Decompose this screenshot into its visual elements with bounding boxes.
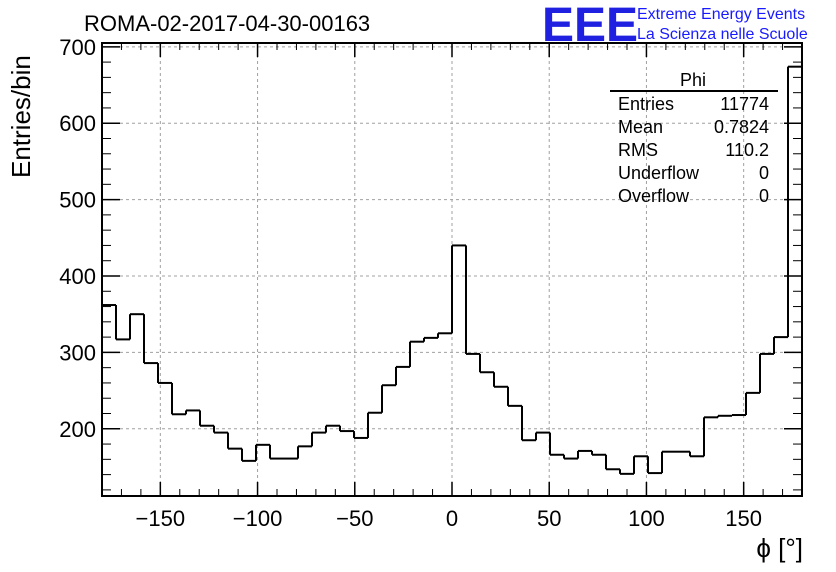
y-tick-label: 500 — [59, 188, 96, 213]
x-tick-label: −100 — [233, 506, 283, 531]
y-axis-label: Entries/bin — [6, 55, 36, 178]
stats-row-value: 0 — [759, 186, 769, 206]
x-tick-label: 150 — [725, 506, 762, 531]
stats-row-label: Underflow — [618, 163, 700, 183]
stats-row-value: 0 — [759, 163, 769, 183]
stats-row-label: Overflow — [618, 186, 690, 206]
stats-row-label: Entries — [618, 94, 674, 114]
x-tick-label: 100 — [628, 506, 665, 531]
x-tick-labels: −150 −100 −50 0 50 100 150 — [136, 506, 762, 531]
eee-logo: EEE Extreme Energy Events La Scienza nel… — [542, 0, 808, 52]
axis-ticks — [102, 43, 802, 496]
stats-box-title: Phi — [680, 70, 706, 90]
y-tick-label: 200 — [59, 417, 96, 442]
eee-logo-line1: Extreme Energy Events — [637, 6, 805, 23]
eee-logo-letters: EEE — [542, 0, 638, 52]
y-tick-label: 400 — [59, 264, 96, 289]
stats-row-value: 11774 — [720, 94, 769, 114]
plot-frame — [101, 42, 803, 497]
chart-title: ROMA-02-2017-04-30-00163 — [84, 11, 370, 36]
y-tick-labels: 200 300 400 500 600 700 — [59, 35, 96, 442]
stats-row-label: Mean — [618, 117, 663, 137]
y-tick-label: 700 — [59, 35, 96, 60]
x-axis-label: ϕ [°] — [756, 533, 803, 563]
stats-row-label: RMS — [618, 140, 658, 160]
stats-box: Phi Entries 11774 Mean 0.7824 RMS 110.2 Underf… — [610, 70, 778, 206]
histogram-series — [102, 65, 802, 475]
y-tick-label: 600 — [59, 111, 96, 136]
stats-row-value: 110.2 — [725, 140, 769, 160]
stats-row-value: 0.7824 — [714, 117, 769, 137]
x-tick-label: −50 — [336, 506, 373, 531]
stats-rows: Entries 11774 Mean 0.7824 RMS 110.2 Underflow 0… — [618, 94, 769, 206]
eee-logo-line2: La Scienza nelle Scuole — [637, 26, 808, 43]
x-tick-label: 50 — [537, 506, 561, 531]
x-tick-label: −150 — [136, 506, 186, 531]
y-tick-label: 300 — [59, 340, 96, 365]
x-tick-label: 0 — [446, 506, 458, 531]
